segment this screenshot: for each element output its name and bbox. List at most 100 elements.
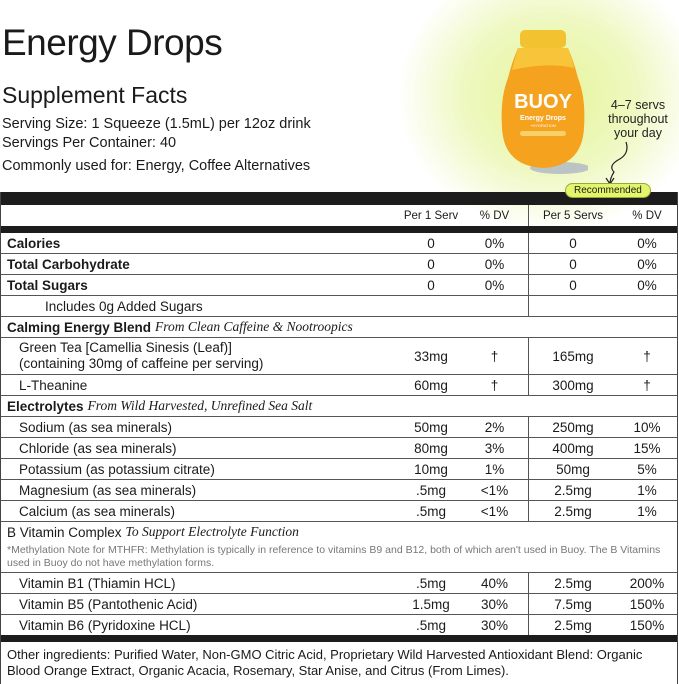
table-row: Calories 0 0% 0 0%	[1, 233, 677, 254]
dv-per-1-serv: †	[461, 375, 529, 395]
other-ingredients: Other ingredients: Purified Water, Non-G…	[7, 647, 643, 678]
table-row: Chloride (as sea minerals) 80mg 3% 400mg 15%	[1, 438, 677, 459]
dv-per-1-serv: 30%	[461, 615, 529, 635]
nutrient-name: Vitamin B5 (Pantothenic Acid)	[19, 596, 198, 612]
nutrient-name: Green Tea [Camellia Sinesis (Leaf)]	[19, 340, 232, 355]
dv-per-1-serv: 0%	[461, 254, 529, 274]
nutrient-label: Total Sugars	[1, 275, 401, 295]
servings-per-container: Servings Per Container: 40	[2, 135, 177, 151]
nutrient-name: Sodium (as sea minerals)	[19, 419, 173, 435]
dv-per-5-servs: 1%	[637, 503, 657, 519]
amount-per-5-servs: 2.5mg	[554, 575, 592, 591]
dv-per-5-servs: 0%	[637, 277, 657, 293]
page-title: Energy Drops	[2, 22, 223, 63]
dv-per-5-servs: 0%	[637, 256, 657, 272]
svg-text:Energy Drops: Energy Drops	[520, 115, 566, 122]
table-row: Vitamin B1 (Thiamin HCL) .5mg 40% 2.5mg 200%	[1, 573, 677, 594]
dv-per-1-serv: 40%	[461, 573, 529, 593]
nutrient-label: Green Tea [Camellia Sinesis (Leaf)] (cont…	[1, 338, 401, 374]
section-b-vitamin-complex: B Vitamin Complex To Support Electrolyte …	[1, 522, 677, 542]
amount-per-1-serv: .5mg	[415, 503, 446, 519]
nutrient-label: Chloride (as sea minerals)	[1, 438, 401, 458]
nutrient-label: Calcium (as sea minerals)	[1, 501, 401, 521]
table-row: Potassium (as potassium citrate) 10mg 1% 50…	[1, 459, 677, 480]
header-divider-bar	[1, 226, 677, 233]
amount-per-1-serv: 50mg	[414, 419, 448, 435]
table-row: Vitamin B6 (Pyridoxine HCL) .5mg 30% 2.5mg 1…	[1, 615, 677, 636]
nutrient-label: Vitamin B5 (Pantothenic Acid)	[1, 594, 401, 614]
nutrient-name: Total Carbohydrate	[7, 256, 130, 272]
table-row: Includes 0g Added Sugars	[1, 296, 677, 317]
nutrient-name: Vitamin B1 (Thiamin HCL)	[19, 575, 176, 591]
brand-logo: BUOY	[514, 91, 572, 113]
amount-per-5-servs: 7.5mg	[554, 596, 592, 612]
amount-per-5-servs: 2.5mg	[554, 617, 592, 633]
supplement-facts-heading: Supplement Facts	[2, 82, 188, 108]
nutrient-name: Chloride (as sea minerals)	[19, 440, 177, 456]
nutrient-label: Potassium (as potassium citrate)	[1, 459, 401, 479]
amount-per-5-servs	[529, 296, 617, 316]
svg-text:+HYDRATION: +HYDRATION	[530, 123, 556, 128]
amount-per-5-servs: 165mg	[552, 348, 594, 364]
section-title: Electrolytes	[7, 398, 84, 414]
amount-per-1-serv: 1.5mg	[412, 596, 450, 612]
dv-per-5-servs	[617, 296, 677, 316]
amount-per-5-servs: 0	[569, 235, 577, 251]
nutrient-label: Calories	[1, 233, 401, 253]
dv-per-1-serv	[461, 296, 529, 316]
dv-per-5-servs: 15%	[633, 440, 661, 456]
table-row: Magnesium (as sea minerals) .5mg <1% 2.5mg 1…	[1, 480, 677, 501]
amount-per-1-serv: 60mg	[414, 377, 448, 393]
methylation-note: *Methylation Note for MTHFR: Methylation…	[1, 542, 677, 573]
recommended-badge: Recommended	[565, 183, 651, 198]
dv-per-1-serv: <1%	[461, 501, 529, 521]
section-calming-energy-blend: Calming Energy Blend From Clean Caffeine …	[1, 317, 677, 338]
dv-per-1-serv: 0%	[461, 275, 529, 295]
nutrient-subtext: (containing 30mg of caffeine per serving…	[19, 356, 264, 371]
nutrient-label: Vitamin B1 (Thiamin HCL)	[1, 573, 401, 593]
table-row: Total Sugars 0 0% 0 0%	[1, 275, 677, 296]
nutrient-label: Vitamin B6 (Pyridoxine HCL)	[1, 615, 401, 635]
amount-per-1-serv: 10mg	[414, 461, 448, 477]
nutrient-label: L-Theanine	[1, 375, 401, 395]
amount-per-1-serv: 33mg	[414, 348, 448, 364]
dv-per-1-serv: 3%	[461, 438, 529, 458]
supplement-facts-table: Per 1 Serv % DV Per 5 Servs % DV Calorie…	[0, 192, 678, 684]
dv-per-1-serv: <1%	[461, 480, 529, 500]
dv-per-5-servs: 1%	[637, 482, 657, 498]
amount-per-5-servs: 250mg	[552, 419, 594, 435]
nutrient-name: Includes 0g Added Sugars	[45, 298, 203, 314]
amount-per-5-servs: 50mg	[556, 461, 590, 477]
header-dv-5: % DV	[632, 209, 662, 222]
curved-arrow-icon	[605, 141, 628, 186]
dv-per-5-servs: 0%	[637, 235, 657, 251]
table-row: Green Tea [Camellia Sinesis (Leaf)] (cont…	[1, 338, 677, 375]
table-row: Vitamin B5 (Pantothenic Acid) 1.5mg 30% 7.5…	[1, 594, 677, 615]
amount-per-5-servs: 300mg	[552, 377, 594, 393]
nutrient-label: Magnesium (as sea minerals)	[1, 480, 401, 500]
bottom-divider-bar	[1, 635, 677, 642]
nutrient-name: Total Sugars	[7, 277, 88, 293]
table-row: Sodium (as sea minerals) 50mg 2% 250mg 10%	[1, 417, 677, 438]
dv-per-5-servs: †	[643, 348, 651, 364]
amount-per-5-servs: 2.5mg	[554, 482, 592, 498]
header-dv-1: % DV	[461, 205, 529, 226]
nutrient-name: Potassium (as potassium citrate)	[19, 461, 215, 477]
dv-per-1-serv: 0%	[461, 233, 529, 253]
nutrient-name: L-Theanine	[19, 377, 88, 393]
amount-per-5-servs: 2.5mg	[554, 503, 592, 519]
section-description: From Clean Caffeine & Nootroopics	[155, 319, 353, 334]
nutrient-name: Magnesium (as sea minerals)	[19, 482, 197, 498]
amount-per-1-serv: .5mg	[415, 575, 446, 591]
amount-per-5-servs: 0	[569, 256, 577, 272]
amount-per-1-serv	[401, 296, 461, 316]
dv-per-5-servs: 200%	[629, 575, 665, 591]
amount-per-1-serv: .5mg	[415, 617, 446, 633]
dv-per-1-serv: 30%	[461, 594, 529, 614]
amount-per-1-serv: 0	[427, 235, 435, 251]
section-description: From Wild Harvested, Unrefined Sea Salt	[87, 398, 313, 413]
nutrient-label: Sodium (as sea minerals)	[1, 417, 401, 437]
nutrient-name: Calories	[7, 235, 61, 251]
section-title: Calming Energy Blend	[7, 319, 152, 335]
section-title: B Vitamin Complex	[7, 524, 122, 540]
